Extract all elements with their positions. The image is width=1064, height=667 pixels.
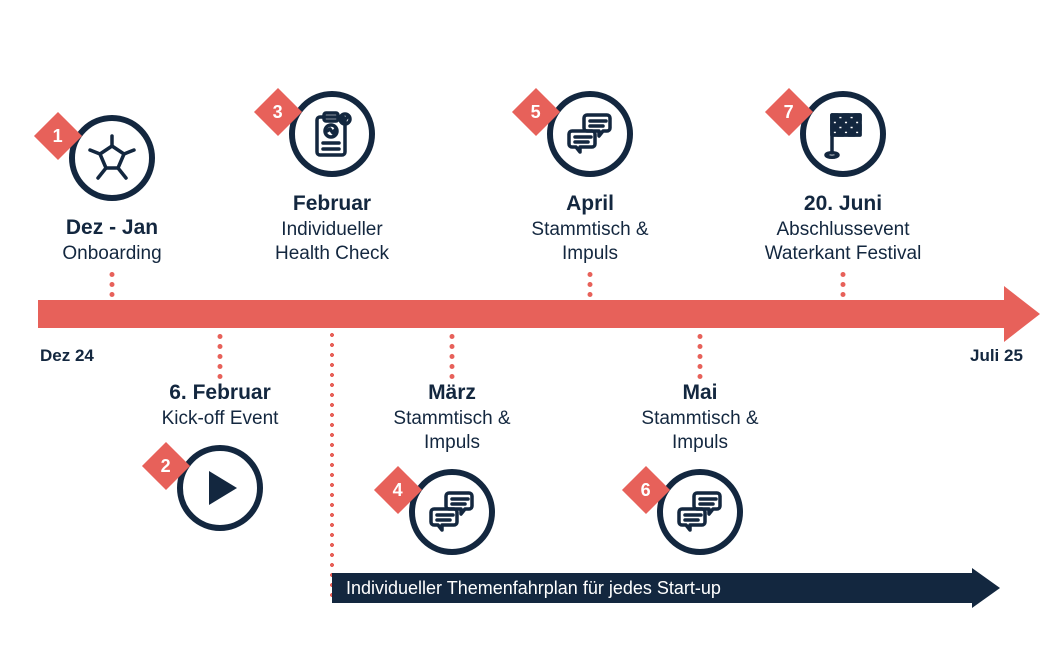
flag-icon	[816, 107, 870, 161]
timeline-infographic: Dez 24 Juli 25 Individueller Themenfahrp…	[0, 0, 1064, 667]
milestone-title: 20. Juni	[743, 191, 943, 216]
hands-icon	[84, 130, 140, 186]
chat-icon	[425, 485, 479, 539]
chat-icon	[563, 107, 617, 161]
milestone-number: 5	[531, 101, 541, 122]
milestone-number: 6	[641, 479, 651, 500]
dotted-connector	[218, 334, 223, 379]
milestone-icon-circle	[69, 115, 155, 201]
milestone-icon-circle	[657, 469, 743, 555]
chat-icon	[673, 485, 727, 539]
theme-plan-arrow-head	[972, 568, 1000, 608]
milestone-icon-circle	[800, 91, 886, 177]
timeline-arrow-head	[1004, 286, 1040, 342]
milestone-desc: Stammtisch & Impuls	[490, 218, 690, 266]
milestone-icon-circle	[409, 469, 495, 555]
milestone-title: April	[490, 191, 690, 216]
dotted-connector	[698, 334, 703, 379]
milestone-1: Dez - JanOnboarding	[12, 215, 212, 667]
milestone-desc: Onboarding	[12, 242, 212, 266]
clipboard-icon	[305, 107, 359, 161]
milestone-desc: Individueller Health Check	[232, 218, 432, 266]
milestone-7: 20. JuniAbschlussevent Waterkant Festiva…	[743, 191, 943, 667]
milestone-icon-circle	[289, 91, 375, 177]
timeline-end-label: Juli 25	[970, 346, 1023, 366]
milestone-number: 7	[784, 101, 794, 122]
milestone-title: Dez - Jan	[12, 215, 212, 240]
milestone-number: 1	[53, 125, 63, 146]
milestone-icon-circle	[547, 91, 633, 177]
milestone-number: 2	[161, 455, 171, 476]
milestone-title: Februar	[232, 191, 432, 216]
milestone-desc: Abschlussevent Waterkant Festival	[743, 218, 943, 266]
milestone-number: 4	[393, 479, 403, 500]
milestone-number: 3	[273, 101, 283, 122]
dotted-connector	[450, 334, 455, 379]
